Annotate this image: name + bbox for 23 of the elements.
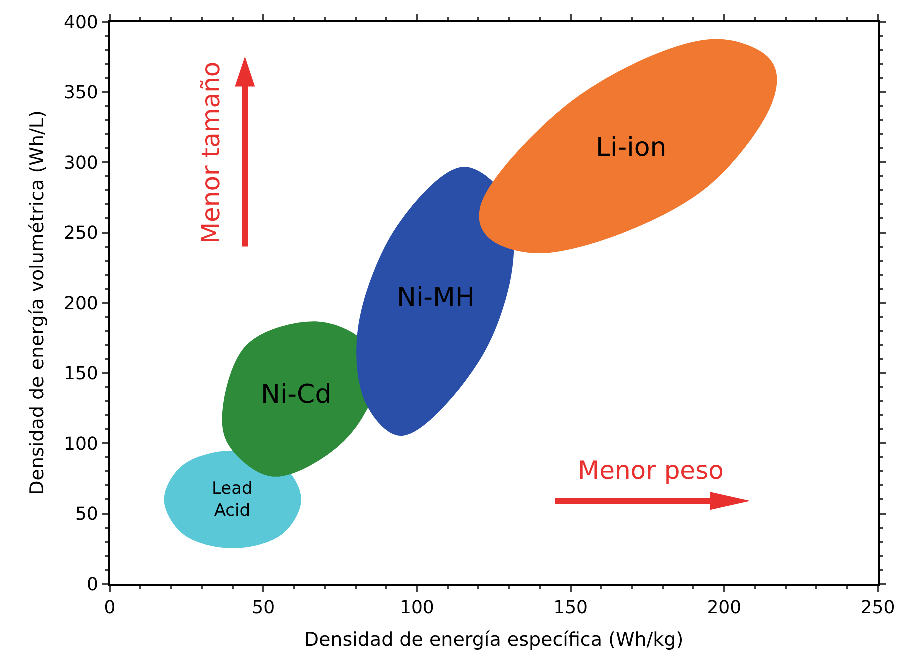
y-tick-label: 400 (64, 12, 98, 34)
series-label: Lead Acid (212, 479, 253, 522)
y-tick-label: 250 (64, 223, 98, 244)
x-tick-label: 250 (860, 598, 896, 619)
series-label: Li-ion (596, 133, 667, 163)
x-tick-label: 0 (104, 598, 116, 619)
y-tick-label: 0 (86, 574, 98, 596)
series-label: Ni-MH (397, 283, 476, 313)
x-axis-title: Densidad de energía específica (Wh/kg) (304, 628, 684, 651)
y-tick-label: 150 (64, 364, 98, 385)
y-tick-label: 100 (64, 434, 98, 455)
x-tick-label: 100 (400, 598, 434, 619)
y-tick-label: 200 (64, 293, 98, 314)
y-axis-title: Densidad de energía volumétrica (Wh/L) (26, 110, 48, 496)
x-tick-label: 200 (707, 598, 742, 619)
y-tick-label: 300 (64, 152, 98, 174)
y-tick-label: 350 (64, 82, 98, 104)
y-tick-label: 50 (75, 504, 98, 526)
annotation: Menor tamaño (196, 62, 226, 244)
series-label: Ni-Cd (261, 380, 332, 410)
x-tick-label: 50 (252, 598, 276, 619)
x-tick-label: 150 (554, 598, 588, 619)
annotation: Menor peso (578, 456, 724, 485)
